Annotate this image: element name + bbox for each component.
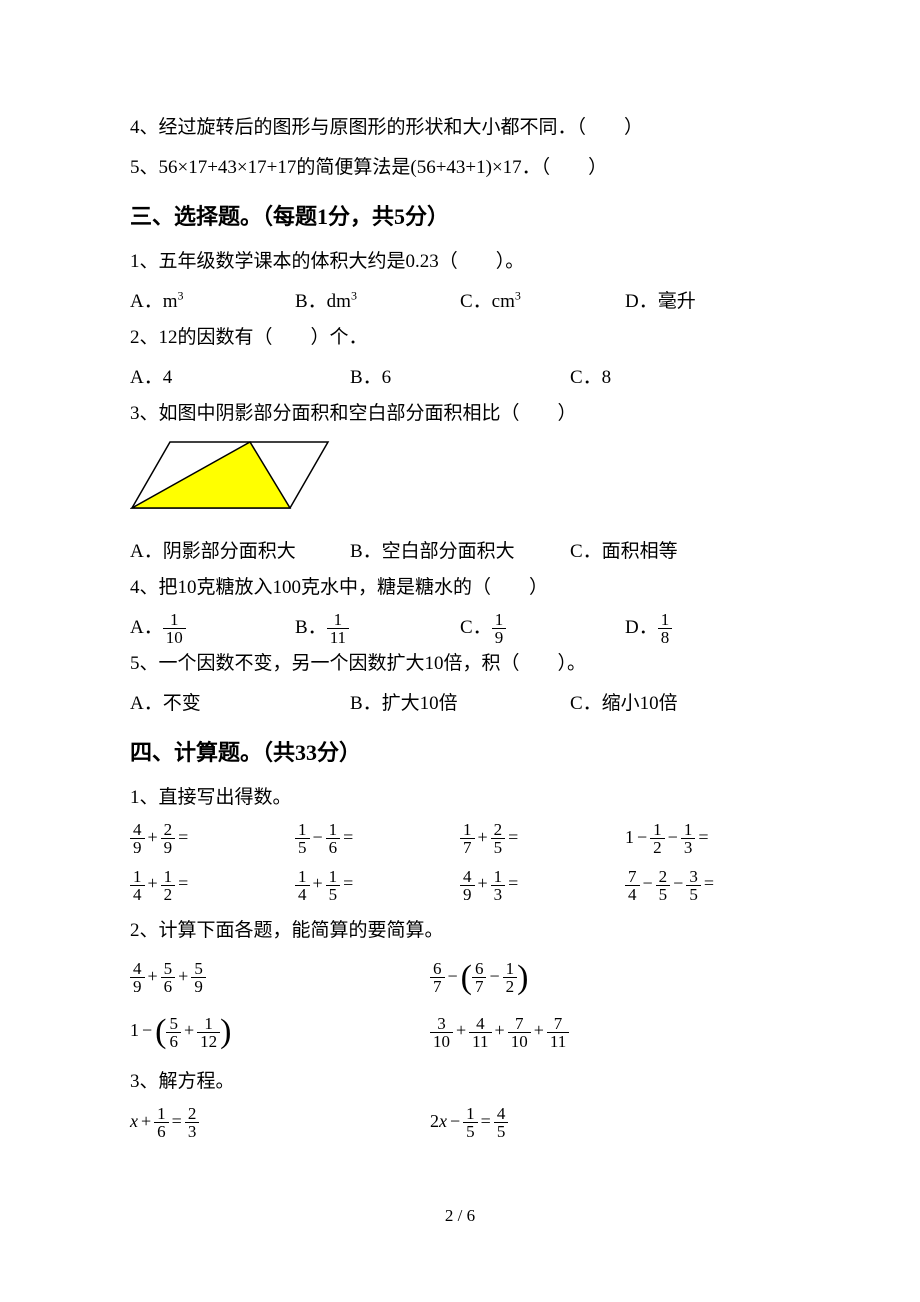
s3-q5-options: A．不变 B．扩大10倍 C．缩小10倍 (130, 686, 790, 722)
s4-q1-r1-c2: 15−16= (295, 820, 460, 856)
s4-q2-text: 2、计算下面各题，能简算的要简算。 (130, 913, 790, 949)
s4-q1-r2-c1: 14+12= (130, 866, 295, 902)
s4-q1-r2-c3: 49+13= (460, 866, 625, 902)
s4-q3-right: 2x−15=45 (430, 1104, 790, 1140)
s3-q3-b: B．空白部分面积大 (350, 534, 570, 570)
s4-q1-r1-c4: 1−12−13= (625, 820, 790, 856)
s4-q1-row2: 14+12= 14+15= 49+13= 74−25−35= (130, 866, 790, 902)
s3-q1-d: D．毫升 (625, 284, 790, 320)
s3-q5-text: 5、一个因数不变，另一个因数扩大10倍，积（ ）。 (130, 646, 790, 682)
s3-q3-options: A．阴影部分面积大 B．空白部分面积大 C．面积相等 (130, 534, 790, 570)
s3-q4-d: D．18 (625, 610, 790, 646)
s4-q2-r2-right: 310+411+710+711 (430, 1013, 790, 1049)
s4-q2-r1-right: 67−(67−12) (430, 959, 790, 995)
s3-q1-text: 1、五年级数学课本的体积大约是0.23（ ）。 (130, 244, 790, 280)
s3-q1-c: C．cm3 (460, 284, 625, 320)
s3-q2-text: 2、12的因数有（ ）个． (130, 320, 790, 356)
section3-title: 三、选择题。（每题1分，共5分） (130, 196, 790, 238)
s4-q3-row: x+16=23 2x−15=45 (130, 1104, 790, 1140)
s4-q1-r2-c4: 74−25−35= (625, 866, 790, 902)
s3-q5-a: A．不变 (130, 686, 350, 722)
s3-q4-a: A．110 (130, 610, 295, 646)
s4-q3-left: x+16=23 (130, 1104, 430, 1140)
s3-q3-a: A．阴影部分面积大 (130, 534, 350, 570)
s3-q4-b: B．111 (295, 610, 460, 646)
s4-q2-row2: 1−(56+112) 310+411+710+711 (130, 1013, 790, 1049)
triangle-svg (130, 440, 330, 510)
s4-q1-row1: 49+29= 15−16= 17+25= 1−12−13= (130, 820, 790, 856)
s3-q3-c: C．面积相等 (570, 534, 678, 570)
s4-q1-r1-c1: 49+29= (130, 820, 295, 856)
s4-q1-r2-c2: 14+15= (295, 866, 460, 902)
s4-q2-r2-left: 1−(56+112) (130, 1013, 430, 1049)
s3-q1-b: B．dm3 (295, 284, 460, 320)
section4-title: 四、计算题。（共33分） (130, 732, 790, 774)
s3-q2-options: A．4 B．6 C．8 (130, 360, 790, 396)
s4-q2-row1: 49+56+59 67−(67−12) (130, 959, 790, 995)
s3-q3-text: 3、如图中阴影部分面积和空白部分面积相比（ ） (130, 396, 790, 432)
page-number: 2 / 6 (130, 1200, 790, 1232)
tf-q5: 5、56×17+43×17+17的简便算法是(56+43+1)×17．（ ） (130, 150, 790, 186)
s4-q1-text: 1、直接写出得数。 (130, 780, 790, 816)
s3-q1-a: A．m3 (130, 284, 295, 320)
s3-q5-b: B．扩大10倍 (350, 686, 570, 722)
s3-q2-a: A．4 (130, 360, 350, 396)
s3-q3-diagram (130, 440, 790, 523)
s3-q2-c: C．8 (570, 360, 611, 396)
s3-q5-c: C．缩小10倍 (570, 686, 678, 722)
s3-q1-options: A．m3 B．dm3 C．cm3 D．毫升 (130, 284, 790, 320)
s4-q1-r1-c3: 17+25= (460, 820, 625, 856)
s3-q4-c: C．19 (460, 610, 625, 646)
s3-q2-b: B．6 (350, 360, 570, 396)
s4-q2-r1-left: 49+56+59 (130, 959, 430, 995)
s3-q4-text: 4、把10克糖放入100克水中，糖是糖水的（ ） (130, 570, 790, 606)
tf-q4: 4、经过旋转后的图形与原图形的形状和大小都不同．（ ） (130, 110, 790, 146)
s4-q3-text: 3、解方程。 (130, 1064, 790, 1100)
s3-q4-options: A．110 B．111 C．19 D．18 (130, 610, 790, 646)
